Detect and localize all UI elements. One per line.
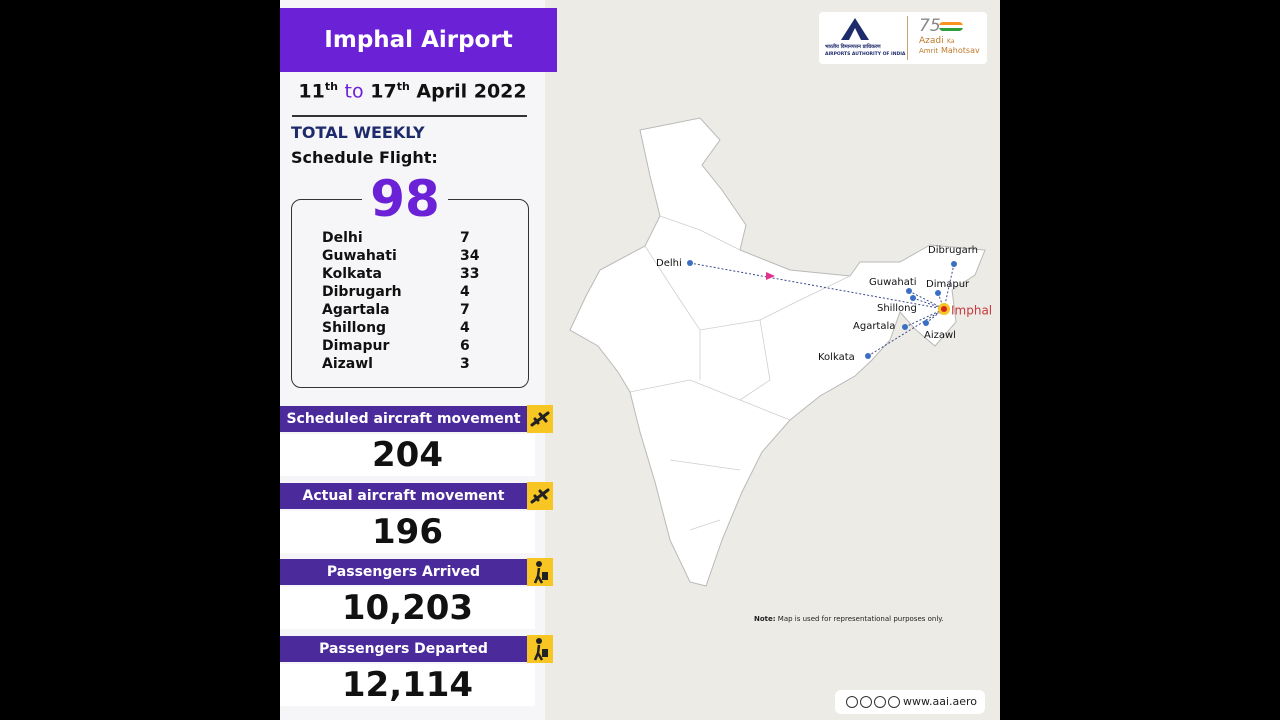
city-label: Dibrugarh — [928, 245, 978, 256]
route-flights: 7 — [460, 302, 470, 318]
route-line — [937, 292, 945, 310]
route-flights: 34 — [460, 248, 480, 264]
title: Imphal Airport — [324, 27, 513, 53]
aai-hindi: भारतीय विमानपत्तन प्राधिकरण — [825, 44, 881, 50]
note-label: Note: — [754, 615, 776, 623]
stat-value: 196 — [280, 511, 535, 553]
route-city: Aizawl — [322, 356, 373, 372]
azadi-number: 75 — [919, 16, 941, 36]
route-city: Dimapur — [322, 338, 390, 354]
route-city: Delhi — [322, 230, 363, 246]
city-dot — [910, 295, 916, 301]
plane-icon — [530, 411, 550, 427]
month-year: April 2022 — [416, 80, 527, 103]
azadi: Azadi — [919, 36, 944, 46]
city-label: Aizawl — [924, 330, 956, 341]
route-flights: 3 — [460, 356, 470, 372]
dates: 11th to 17th April 2022 — [280, 80, 545, 102]
route-city: Dibrugarh — [322, 284, 402, 300]
stat-banner: Scheduled aircraft movement — [280, 406, 527, 432]
city-label: Shillong — [877, 303, 917, 314]
infographic: Delhi Dibrugarh Guwahati Dimapur Shillong Aga… — [280, 0, 1000, 720]
person-icon — [533, 638, 548, 661]
city-dot — [906, 288, 912, 294]
map-note: Note: Map is used for representational p… — [754, 615, 944, 623]
website: www.aai.aero — [903, 695, 978, 708]
total: 98 — [362, 170, 448, 228]
stat-icon — [527, 635, 553, 663]
route-line — [908, 290, 945, 310]
heading: TOTAL WEEKLY — [291, 123, 425, 142]
route-city: Kolkata — [322, 266, 382, 282]
city-dot — [902, 324, 908, 330]
hub-label: Imphal — [951, 304, 992, 318]
hub-dot — [941, 306, 947, 312]
route-line — [867, 308, 945, 357]
map: Delhi Dibrugarh Guwahati Dimapur Shillong Aga… — [569, 117, 992, 587]
stat-banner: Actual aircraft movement — [280, 483, 527, 509]
city-label: Dimapur — [926, 279, 970, 290]
flag-mark — [939, 22, 963, 31]
route-city: Agartala — [322, 302, 390, 318]
plane-icon — [530, 488, 550, 504]
total-wrap: 98 — [280, 170, 530, 228]
amrit: Amrit — [919, 47, 939, 55]
logo-box: भारतीय विमानपत्तन प्राधिकरण AIRPORTS AUT… — [819, 12, 987, 64]
aai-english: AIRPORTS AUTHORITY OF INDIA — [825, 52, 906, 57]
stat-value: 10,203 — [280, 587, 535, 629]
stat-icon — [527, 405, 553, 433]
person-icon — [533, 561, 548, 584]
start-day: 11 — [298, 80, 325, 103]
stat-icon — [527, 482, 553, 510]
state-borders — [629, 215, 851, 531]
route-city: Shillong — [322, 320, 387, 336]
start-sup: th — [324, 80, 338, 93]
city-label: Kolkata — [818, 352, 855, 363]
city-label: Delhi — [656, 258, 682, 269]
route-city: Guwahati — [322, 248, 397, 264]
ka: Ka — [947, 38, 955, 45]
route-line — [904, 308, 945, 328]
subheading: Schedule Flight: — [291, 148, 438, 167]
to: to — [344, 80, 364, 103]
stat-icon — [527, 558, 553, 586]
city-dot — [687, 260, 693, 266]
route-line — [689, 262, 945, 310]
city-dot — [923, 320, 929, 326]
stat-banner: Passengers Departed — [280, 636, 527, 662]
city-label: Agartala — [853, 321, 895, 332]
stat-value: 204 — [280, 434, 535, 476]
direction-arrow — [766, 272, 775, 280]
india-outline — [569, 117, 986, 587]
city-dot — [951, 261, 957, 267]
social-icons — [846, 696, 900, 708]
route-line — [912, 297, 945, 310]
route-flights: 7 — [460, 230, 470, 246]
city-label: Guwahati — [869, 277, 917, 288]
mahotsav: Mahotsav — [941, 46, 980, 55]
stat-value: 12,114 — [280, 664, 535, 706]
route-flights: 4 — [460, 284, 470, 300]
title-banner: Imphal Airport — [280, 8, 557, 72]
end-day: 17 — [370, 80, 397, 103]
logo-divider — [907, 16, 908, 60]
footer: www.aai.aero — [835, 690, 985, 714]
end-sup: th — [396, 80, 410, 93]
route-flights: 6 — [460, 338, 470, 354]
route-flights: 4 — [460, 320, 470, 336]
stat-banner: Passengers Arrived — [280, 559, 527, 585]
aai-emblem — [841, 18, 869, 40]
route-flights: 33 — [460, 266, 480, 282]
note-text: Map is used for representational purpose… — [777, 615, 944, 623]
divider — [292, 115, 527, 117]
city-dot — [865, 353, 871, 359]
city-dot — [935, 290, 941, 296]
